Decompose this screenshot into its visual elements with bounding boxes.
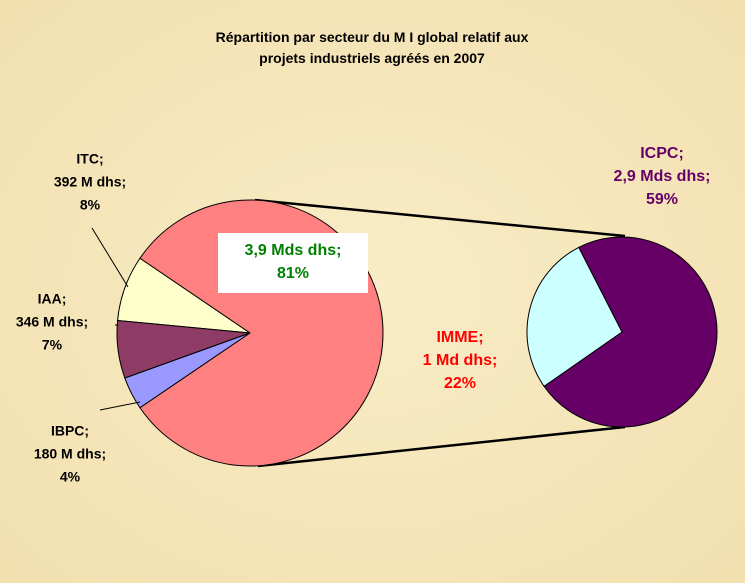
data-label: 8% [80, 197, 101, 213]
leader-line [91, 227, 129, 288]
data-label: 4% [60, 469, 81, 485]
data-label: 22% [444, 375, 476, 392]
data-label: 180 M dhs; [34, 446, 106, 462]
label-box [218, 233, 368, 293]
data-label: 81% [277, 265, 309, 282]
data-label: 3,9 Mds dhs; [245, 242, 342, 259]
data-label: 346 M dhs; [16, 314, 88, 330]
data-label: 7% [42, 337, 63, 353]
connector [254, 198, 626, 238]
title-line: Répartition par secteur du M I global re… [216, 29, 529, 45]
title-line: projets industriels agréés en 2007 [259, 50, 485, 66]
data-label: 392 M dhs; [54, 174, 126, 190]
data-label: ITC; [76, 151, 103, 167]
data-label: 1 Md dhs; [423, 352, 498, 369]
pie-slice [543, 236, 718, 428]
leader-line [99, 401, 141, 411]
data-label: 59% [646, 191, 678, 208]
connector [257, 425, 626, 468]
chart-title: Répartition par secteur du M I global re… [216, 29, 529, 66]
data-label: IAA; [38, 291, 67, 307]
pie-slice [526, 246, 623, 388]
data-label: ICPC; [640, 145, 684, 162]
data-label: IBPC; [51, 423, 89, 439]
data-label: IMME; [436, 329, 483, 346]
data-label: 2,9 Mds dhs; [614, 168, 711, 185]
